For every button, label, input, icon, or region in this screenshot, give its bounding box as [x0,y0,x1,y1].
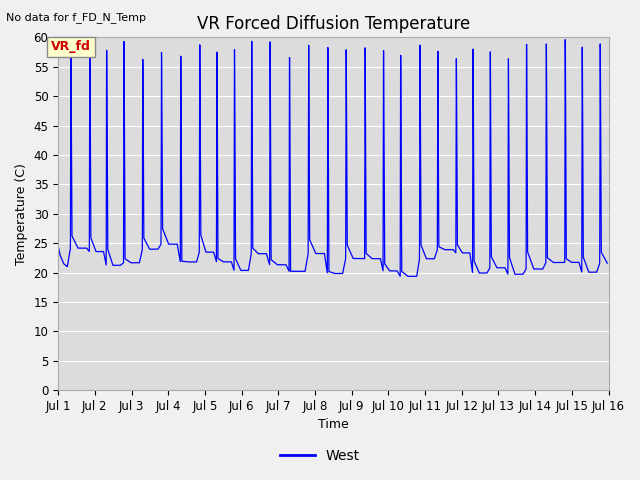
Y-axis label: Temperature (C): Temperature (C) [15,163,28,264]
Text: VR_fd: VR_fd [51,40,91,53]
X-axis label: Time: Time [318,419,349,432]
Legend: West: West [275,443,365,468]
Text: No data for f_FD_N_Temp: No data for f_FD_N_Temp [6,12,147,23]
Title: VR Forced Diffusion Temperature: VR Forced Diffusion Temperature [196,15,470,33]
